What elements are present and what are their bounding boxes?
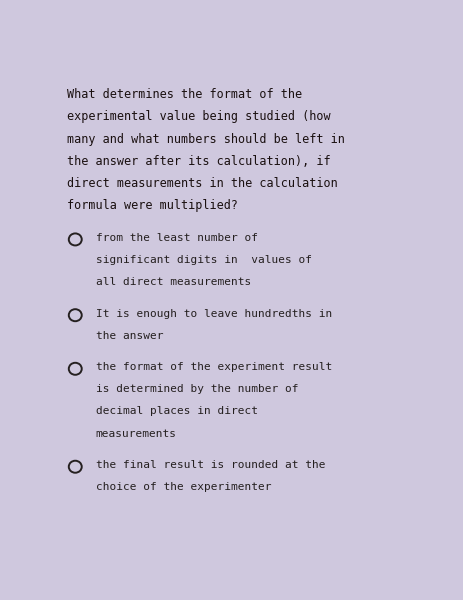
- Text: the answer: the answer: [95, 331, 163, 341]
- Text: the answer after its calculation), if: the answer after its calculation), if: [67, 155, 330, 167]
- Text: direct measurements in the calculation: direct measurements in the calculation: [67, 177, 337, 190]
- Text: experimental value being studied (how: experimental value being studied (how: [67, 110, 330, 124]
- Text: is determined by the number of: is determined by the number of: [95, 385, 298, 394]
- Text: decimal places in direct: decimal places in direct: [95, 406, 257, 416]
- Text: formula were multiplied?: formula were multiplied?: [67, 199, 238, 212]
- Text: all direct measurements: all direct measurements: [95, 277, 250, 287]
- Text: measurements: measurements: [95, 428, 176, 439]
- Text: choice of the experimenter: choice of the experimenter: [95, 482, 271, 492]
- Text: many and what numbers should be left in: many and what numbers should be left in: [67, 133, 344, 146]
- Text: the final result is rounded at the: the final result is rounded at the: [95, 460, 325, 470]
- Text: What determines the format of the: What determines the format of the: [67, 88, 301, 101]
- Text: the format of the experiment result: the format of the experiment result: [95, 362, 332, 372]
- Text: from the least number of: from the least number of: [95, 233, 257, 243]
- Text: significant digits in  values of: significant digits in values of: [95, 255, 311, 265]
- Text: It is enough to leave hundredths in: It is enough to leave hundredths in: [95, 308, 332, 319]
